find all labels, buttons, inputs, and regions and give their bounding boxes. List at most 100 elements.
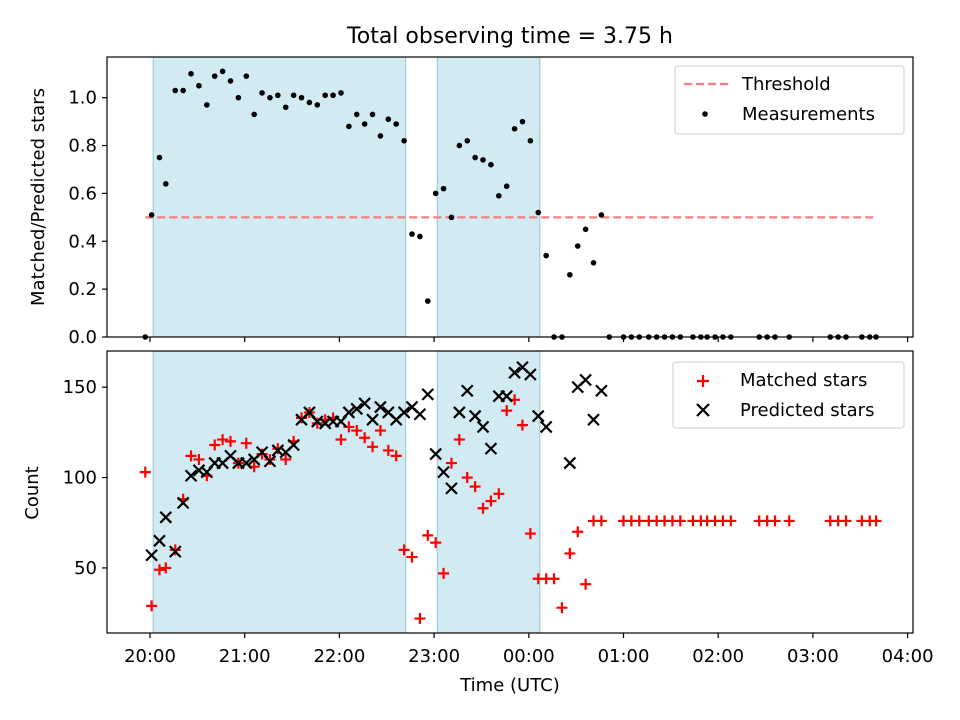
measurements-point <box>369 111 376 118</box>
matched-stars-point <box>548 573 560 585</box>
measurements-point <box>330 92 336 99</box>
matched-stars-point <box>160 562 172 574</box>
predicted-stars-point <box>460 384 474 398</box>
matched-stars-point <box>485 495 497 507</box>
measurements-point <box>306 99 313 106</box>
matched-stars-point <box>438 567 450 579</box>
bottom-panel-x-axis: 20:00 21:00 22:00 23:00 00:00 01:00 02:00 03:00… <box>124 633 934 667</box>
bottom-panel-frame <box>106 350 914 634</box>
y-tick-label: 1.0 <box>68 88 97 109</box>
y-tick-label: 150 <box>63 377 97 398</box>
measurements-point <box>275 92 281 99</box>
predicted-stars-point <box>508 366 521 379</box>
predicted-stars-point <box>145 548 158 562</box>
matched-stars-point <box>351 425 363 437</box>
bottom-panel-markers <box>139 360 882 625</box>
predicted-stars-point <box>358 397 371 410</box>
matched-stars-point <box>524 528 536 540</box>
predicted-stars-point <box>413 407 427 421</box>
measurements-point <box>424 298 431 304</box>
x-tick-label: 01:00 <box>598 646 650 667</box>
predicted-stars-point <box>468 409 482 423</box>
measurements-point <box>590 260 597 266</box>
x-axis-label: Time (UTC) <box>459 675 560 696</box>
y-tick-label: 0.4 <box>68 231 97 252</box>
predicted-stars-point <box>587 413 600 426</box>
matched-stars-point <box>493 488 505 500</box>
measurements-point <box>162 181 169 187</box>
matched-stars-point <box>501 405 513 417</box>
measurements-point <box>385 116 392 123</box>
matched-stars-point <box>224 435 236 447</box>
matched-stars-point <box>264 453 276 465</box>
matched-stars-point <box>556 602 568 614</box>
predicted-stars-point <box>168 545 182 558</box>
measurements-point <box>480 157 486 163</box>
y-tick-label: 0.6 <box>68 183 97 204</box>
predicted-stars-point <box>421 388 435 401</box>
measurements-point <box>496 193 502 199</box>
measurements-point <box>456 142 463 149</box>
measurements-point <box>574 243 581 249</box>
y-tick-label: 0.2 <box>68 279 97 300</box>
measurements-point <box>448 214 455 221</box>
measurements-point <box>338 90 344 96</box>
predicted-stars-point <box>453 406 466 419</box>
bottom-panel-shading <box>152 350 541 634</box>
measurements-point <box>204 102 210 108</box>
measurements-point <box>598 212 605 218</box>
measurements-point <box>503 183 510 190</box>
measurements-point <box>567 271 573 278</box>
measurements-point <box>211 73 218 79</box>
matched-stars-point <box>374 425 386 437</box>
measurements-point <box>322 92 328 99</box>
measurements-point <box>472 154 478 161</box>
x-tick-label: 02:00 <box>692 646 744 667</box>
shaded-window-1 <box>152 350 407 634</box>
y-tick-label: 0.0 <box>68 327 97 348</box>
measurements-point <box>259 90 265 96</box>
x-tick-label: 21:00 <box>219 646 271 667</box>
matched-stars-point <box>390 450 402 462</box>
predicted-stars-point <box>366 413 379 426</box>
legend-predicted-swatch <box>696 403 710 417</box>
matched-stars-point <box>146 600 158 612</box>
matched-stars-point <box>725 515 737 527</box>
measurements-point <box>417 233 423 240</box>
shaded-window-1 <box>152 56 407 338</box>
measurements-point <box>227 78 234 84</box>
measurements-point <box>361 121 368 127</box>
matched-stars-point <box>477 502 489 514</box>
matched-stars-point <box>209 439 221 451</box>
bottom-panel-y-axis: 50 100 150 <box>63 377 107 579</box>
y-tick-label: 0.8 <box>68 136 97 157</box>
measurements-point <box>282 104 289 111</box>
matched-stars-point <box>414 613 426 625</box>
matched-stars-point <box>445 457 457 469</box>
predicted-stars-point <box>176 496 190 510</box>
measurements-point <box>409 231 415 237</box>
matched-stars-point <box>422 529 434 541</box>
x-tick-label: 00:00 <box>503 646 555 667</box>
shaded-window-2 <box>436 56 541 338</box>
matched-stars-point <box>461 472 473 484</box>
legend-matched-swatch <box>697 375 709 387</box>
matched-stars-point <box>516 419 528 431</box>
predicted-stars-point <box>539 420 553 434</box>
predicted-stars-point <box>445 482 458 495</box>
matched-stars-point <box>335 434 347 446</box>
legend-measurements-swatch <box>702 111 708 117</box>
x-tick-label: 03:00 <box>787 646 839 667</box>
matched-stars-point <box>185 450 197 462</box>
measurements-point <box>196 82 202 89</box>
measurements-point <box>543 252 549 259</box>
measurements-point <box>219 68 226 75</box>
matched-stars-point <box>169 544 181 556</box>
predicted-stars-point <box>437 465 450 479</box>
measurements-point <box>251 111 257 118</box>
measurements-point <box>235 94 242 101</box>
measurements-point <box>377 133 384 139</box>
predicted-stars-point <box>287 438 300 452</box>
predicted-stars-point <box>531 409 545 423</box>
matched-stars-point <box>359 432 371 444</box>
